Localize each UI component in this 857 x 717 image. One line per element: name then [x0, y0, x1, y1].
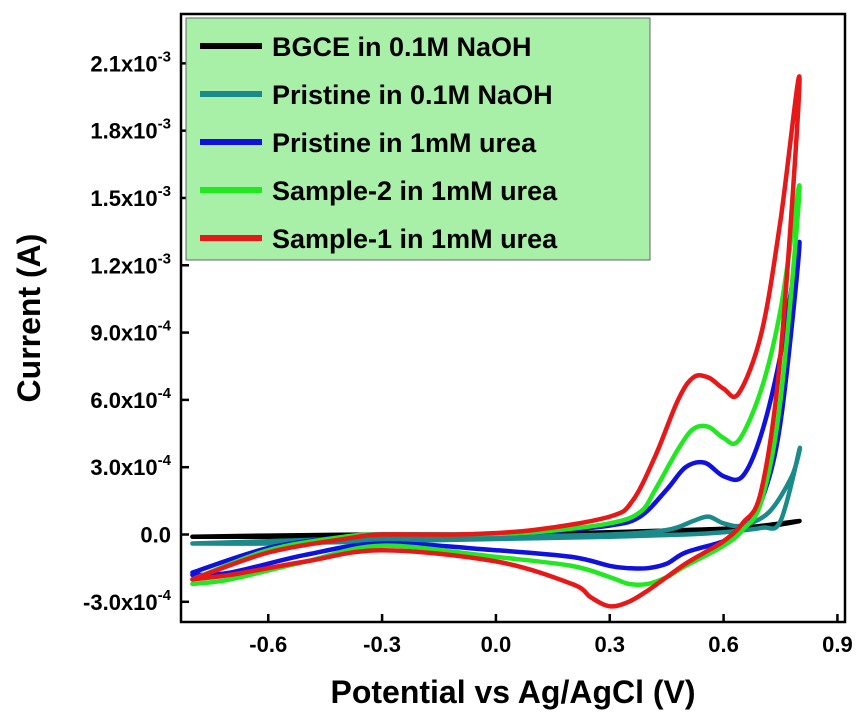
series-line-2 [190, 445, 803, 546]
legend-label-1: BGCE in 0.1M NaOH [272, 32, 532, 62]
plot-frame [179, 12, 847, 624]
legend-items: BGCE in 0.1M NaOH Pristine in 0.1M NaOH Pr… [200, 32, 558, 254]
y-tick-label: 1.8x10-3 [90, 116, 171, 144]
x-tick-label: -0.6 [249, 632, 287, 657]
y-tick-label: 2.1x10-3 [90, 48, 171, 76]
x-tick-label: -0.3 [363, 632, 401, 657]
y-tick-label: 1.5x10-3 [90, 183, 171, 211]
y-tick-label: 0.0 [140, 523, 171, 548]
y-axis-ticks: -3.0x10-4 0.0 3.0x10-4 6.0x10-4 9.0x10-4 1.2x… [83, 48, 189, 615]
y-tick-label: 6.0x10-4 [90, 385, 171, 413]
series-layer [190, 74, 803, 609]
legend-label-2: Pristine in 0.1M NaOH [272, 80, 553, 110]
x-tick-label: 0.9 [822, 632, 853, 657]
series-line-5 [190, 74, 802, 609]
y-tick-label: -3.0x10-4 [83, 587, 172, 615]
series-line-4 [190, 183, 802, 587]
y-tick-label: 3.0x10-4 [90, 452, 171, 480]
x-axis-ticks: -0.6 -0.3 0.0 0.3 0.6 0.9 [249, 614, 853, 657]
y-tick-label: 1.2x10-3 [90, 250, 171, 278]
legend-label-3: Pristine in 1mM urea [272, 128, 537, 158]
legend-label-4: Sample-2 in 1mM urea [272, 176, 558, 206]
x-axis-title: Potential vs Ag/AgCl (V) [330, 674, 695, 710]
x-tick-label: 0.0 [481, 632, 512, 657]
x-tick-label: 0.6 [708, 632, 739, 657]
series-line-3 [190, 239, 802, 578]
x-tick-label: 0.3 [594, 632, 625, 657]
legend: BGCE in 0.1M NaOH Pristine in 0.1M NaOH Pr… [185, 17, 651, 261]
legend-label-5: Sample-1 in 1mM urea [272, 224, 558, 254]
y-tick-label: 9.0x10-4 [90, 318, 171, 346]
legend-background [185, 17, 651, 261]
y-axis-title: Current (A) [11, 234, 47, 403]
